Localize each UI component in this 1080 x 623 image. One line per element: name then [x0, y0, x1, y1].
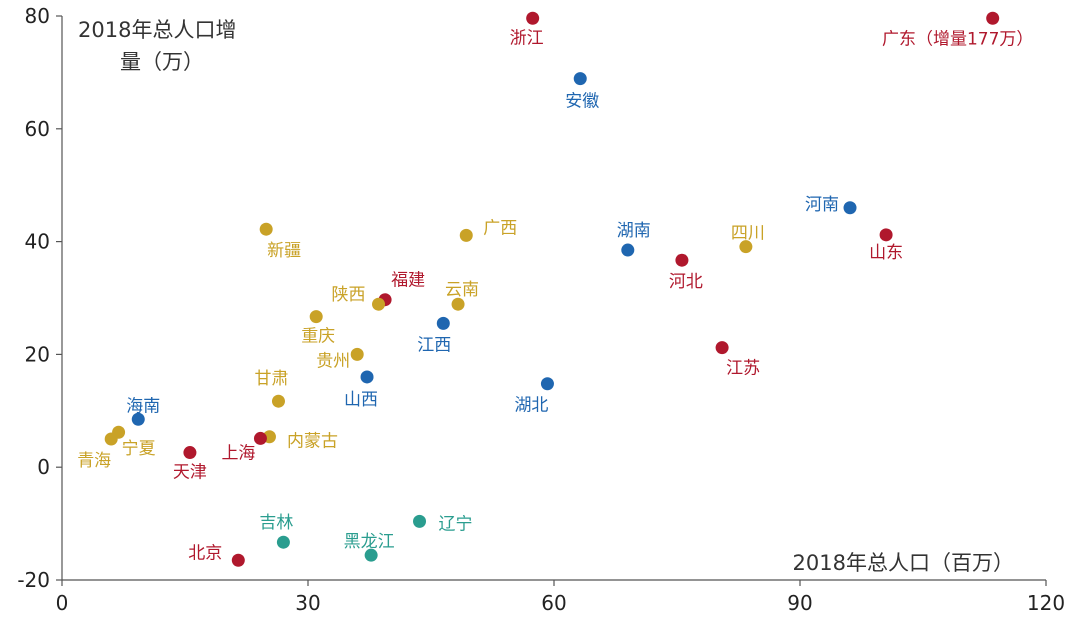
x-tick-label: 120	[1027, 591, 1065, 615]
data-point	[526, 11, 540, 25]
data-point	[360, 370, 374, 384]
y-tick-label: 20	[25, 342, 50, 366]
point-label: 福建	[391, 271, 425, 291]
point-label: 湖北	[514, 396, 548, 416]
point-label: 广东（增量177万）	[882, 29, 1033, 49]
point-label: 浙江	[510, 28, 544, 48]
y-axis-title-line-2: 量（万）	[120, 50, 204, 74]
data-points	[104, 11, 1000, 567]
data-point	[271, 394, 285, 408]
point-label: 河北	[669, 272, 703, 292]
point-label: 甘肃	[254, 369, 288, 389]
point-label: 陕西	[332, 285, 366, 305]
y-tick-label: 40	[25, 230, 50, 254]
point-label: 内蒙古	[287, 432, 338, 452]
data-point	[540, 377, 554, 391]
data-point	[573, 72, 587, 86]
data-point	[309, 310, 323, 324]
data-point	[253, 431, 267, 445]
data-point	[364, 548, 378, 562]
point-label: 湖南	[617, 221, 651, 241]
data-point	[183, 446, 197, 460]
x-tick-label: 0	[56, 591, 69, 615]
x-tick-label: 90	[787, 591, 812, 615]
point-label: 黑龙江	[344, 532, 395, 552]
y-tick-label: 80	[25, 4, 50, 28]
data-point	[675, 253, 689, 267]
point-label: 广西	[483, 218, 517, 238]
x-axis-title: 2018年总人口（百万）	[793, 551, 1014, 575]
point-label: 青海	[77, 451, 111, 471]
data-point	[104, 432, 118, 446]
data-point	[372, 297, 386, 311]
y-tick-label: 60	[25, 117, 50, 141]
data-point	[350, 347, 364, 361]
point-label: 宁夏	[122, 439, 156, 459]
point-label: 天津	[173, 463, 207, 483]
data-point	[715, 341, 729, 355]
data-point	[413, 514, 427, 528]
data-point	[986, 11, 1000, 25]
point-label: 贵州	[316, 351, 350, 371]
point-label: 吉林	[259, 513, 293, 533]
point-label: 山东	[869, 243, 903, 263]
x-tick-label: 60	[541, 591, 566, 615]
point-label: 北京	[188, 543, 222, 563]
point-label: 重庆	[301, 327, 335, 347]
data-point	[436, 316, 450, 330]
point-label: 上海	[221, 443, 255, 463]
y-tick-label: 0	[37, 455, 50, 479]
point-label: 云南	[445, 280, 479, 300]
point-label: 海南	[126, 396, 160, 416]
x-tick-label: 30	[295, 591, 320, 615]
y-axis-title-line-1: 2018年总人口增	[78, 18, 236, 42]
data-point	[131, 412, 145, 426]
data-point	[621, 243, 635, 257]
point-label: 四川	[731, 224, 765, 244]
point-label: 江苏	[726, 359, 760, 379]
data-point	[879, 228, 893, 242]
data-point	[843, 201, 857, 215]
data-point	[276, 535, 290, 549]
point-label: 山西	[344, 390, 378, 410]
point-label: 江西	[417, 335, 451, 355]
point-label: 辽宁	[439, 514, 473, 534]
y-tick-label: -20	[17, 568, 50, 592]
data-point	[259, 222, 273, 236]
point-label: 安徽	[565, 92, 599, 112]
point-label: 河南	[805, 195, 839, 215]
data-point	[451, 297, 465, 311]
point-label: 新疆	[267, 241, 301, 261]
data-point	[459, 228, 473, 242]
data-point	[231, 553, 245, 567]
data-point	[739, 240, 753, 254]
